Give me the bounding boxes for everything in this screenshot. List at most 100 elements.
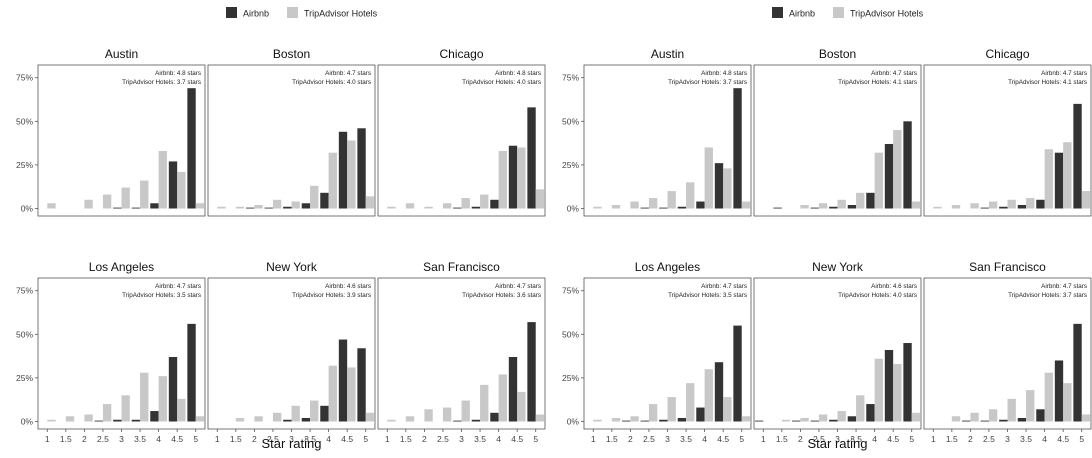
x-tick-label: 1 xyxy=(385,434,390,444)
bar-tripadvisor xyxy=(630,416,639,422)
x-tick-label: 3.5 xyxy=(134,434,146,444)
bar-tripadvisor xyxy=(291,405,300,422)
bar-tripadvisor xyxy=(47,203,56,209)
bar-airbnb xyxy=(677,206,687,209)
panel-frame xyxy=(753,64,922,217)
bar-tripadvisor xyxy=(405,416,415,422)
x-tick-label: 3.5 xyxy=(850,434,862,444)
bar-tripadvisor xyxy=(235,206,245,209)
bar-tripadvisor xyxy=(911,201,921,209)
panel-austin: Austin Airbnb: 4.8 stars TripAdvisor Hotel… xyxy=(562,47,752,217)
panel-frame xyxy=(583,64,752,217)
y-tick-label: 25% xyxy=(562,373,579,383)
x-tick-label: 1.5 xyxy=(230,434,242,444)
bar-tripadvisor xyxy=(704,147,713,209)
bar-tripadvisor xyxy=(741,201,751,209)
panel-note-airbnb: Airbnb: 4.8 stars xyxy=(701,70,747,77)
bar-tripadvisor xyxy=(84,414,93,422)
bar-tripadvisor xyxy=(47,419,56,422)
x-tick-label: 1.5 xyxy=(946,434,958,444)
y-tick-label: 25% xyxy=(16,373,33,383)
bar-tripadvisor xyxy=(988,201,998,209)
bar-tripadvisor xyxy=(1044,149,1053,209)
x-tick-label: 1.5 xyxy=(606,434,618,444)
x-tick-label: 5 xyxy=(909,434,914,444)
bar-tripadvisor xyxy=(1063,142,1072,209)
legend-swatch-tripadvisor xyxy=(287,7,298,18)
y-tick-label: 0% xyxy=(21,204,34,214)
bar-airbnb xyxy=(829,419,838,422)
bar-airbnb xyxy=(903,121,912,209)
bar-tripadvisor xyxy=(951,416,961,422)
bar-tripadvisor xyxy=(800,418,809,422)
bar-airbnb xyxy=(168,161,178,209)
bar-tripadvisor xyxy=(254,416,263,422)
panel-frame xyxy=(923,64,1092,217)
bar-airbnb xyxy=(338,339,348,422)
bar-airbnb xyxy=(980,420,989,422)
bar-airbnb xyxy=(246,207,255,209)
x-tick-label: 4 xyxy=(872,434,877,444)
bar-airbnb xyxy=(490,199,499,209)
bar-tripadvisor xyxy=(121,395,130,422)
bar-airbnb xyxy=(320,192,329,209)
bar-airbnb xyxy=(622,420,631,422)
y-tick-label: 0% xyxy=(21,417,34,427)
x-axis-title: Star rating xyxy=(262,436,322,451)
bar-airbnb xyxy=(696,201,705,209)
bar-airbnb xyxy=(1054,152,1064,209)
bar-airbnb xyxy=(640,207,649,209)
bar-tripadvisor xyxy=(328,152,337,209)
bar-tripadvisor xyxy=(365,196,375,209)
panel-frame xyxy=(37,64,206,217)
bar-tripadvisor xyxy=(387,206,396,209)
bar-airbnb xyxy=(866,404,875,422)
y-tick-label: 25% xyxy=(16,160,33,170)
bar-tripadvisor xyxy=(723,168,732,209)
bar-airbnb xyxy=(792,420,801,422)
panel-san-francisco: San Francisco Airbnb: 4.7 stars TripAdviso… xyxy=(923,260,1092,444)
x-tick-label: 1 xyxy=(45,434,50,444)
bar-airbnb xyxy=(903,343,912,422)
x-tick-label: 3.5 xyxy=(474,434,486,444)
panel-note-airbnb: Airbnb: 4.8 stars xyxy=(495,70,541,77)
panel-note-tripadvisor: TripAdvisor Hotels: 4.0 stars xyxy=(292,79,371,86)
legend: Airbnb TripAdvisor Hotels xyxy=(772,7,924,19)
x-tick-label: 4.5 xyxy=(1057,434,1069,444)
x-tick-label: 3 xyxy=(665,434,670,444)
bar-airbnb xyxy=(187,323,196,422)
bar-tripadvisor xyxy=(217,206,226,209)
bar-airbnb xyxy=(829,206,838,209)
panel-new-york: New York Airbnb: 4.6 stars TripAdvisor Hot… xyxy=(207,260,376,444)
x-tick-label: 2 xyxy=(628,434,633,444)
bar-tripadvisor xyxy=(461,400,470,422)
bar-airbnb xyxy=(301,418,311,422)
bar-tripadvisor xyxy=(121,187,130,209)
legend-swatch-airbnb xyxy=(226,7,237,18)
bar-airbnb xyxy=(283,419,292,422)
bar-airbnb xyxy=(508,356,518,422)
x-tick-label: 1.5 xyxy=(400,434,412,444)
bar-airbnb xyxy=(1017,205,1027,209)
bar-tripadvisor xyxy=(704,369,713,422)
panel-frame xyxy=(207,64,376,217)
bar-tripadvisor xyxy=(102,404,112,422)
bar-tripadvisor xyxy=(1007,199,1016,209)
bar-tripadvisor xyxy=(686,383,695,422)
x-tick-label: 2.5 xyxy=(437,434,449,444)
bar-tripadvisor xyxy=(140,372,149,422)
panel-title: Chicago xyxy=(985,47,1029,61)
x-tick-label: 4.5 xyxy=(171,434,183,444)
bar-tripadvisor xyxy=(1081,414,1091,422)
bar-airbnb xyxy=(1073,323,1082,422)
bar-airbnb xyxy=(453,207,462,209)
bar-tripadvisor xyxy=(1026,198,1035,209)
bar-airbnb xyxy=(150,203,159,209)
bar-tripadvisor xyxy=(102,194,112,209)
panel-note-tripadvisor: TripAdvisor Hotels: 3.9 stars xyxy=(292,292,371,299)
panel-note-tripadvisor: TripAdvisor Hotels: 4.1 stars xyxy=(1008,79,1087,86)
bar-tripadvisor xyxy=(365,412,375,422)
y-tick-label: 0% xyxy=(567,204,580,214)
panel-note-airbnb: Airbnb: 4.7 stars xyxy=(1041,70,1087,77)
bar-airbnb xyxy=(980,207,989,209)
